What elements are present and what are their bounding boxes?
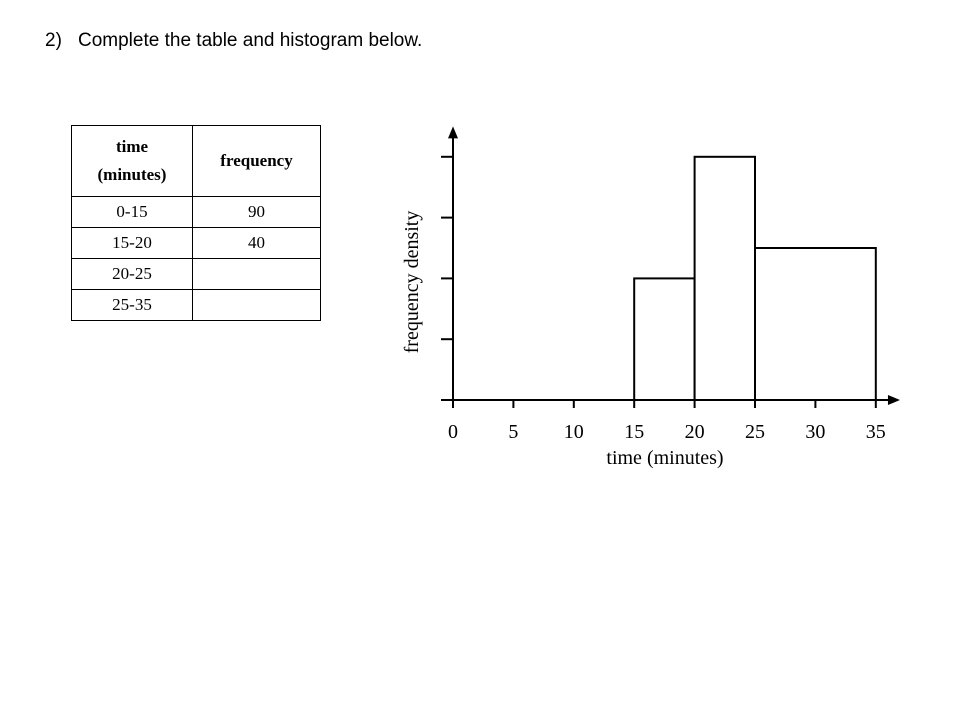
header-text: frequency [220, 151, 293, 170]
x-tick-label: 25 [745, 421, 765, 443]
frequency-table: time (minutes) frequency 0-15 90 15-20 40 20… [71, 125, 321, 321]
instruction: 2) Complete the table and histogram below… [45, 30, 422, 52]
table-cell: 20-25 [71, 258, 193, 290]
table-cell: 90 [192, 196, 321, 228]
question-number: 2) [45, 30, 62, 51]
x-axis-label: time (minutes) [606, 447, 723, 469]
header-cell: frequency [192, 125, 321, 197]
header-text: time (minutes) [97, 137, 167, 184]
bar [633, 277, 696, 401]
table-row: 15-20 40 [71, 227, 321, 259]
x-tick-label: 30 [805, 421, 825, 443]
x-axis-arrow [887, 395, 900, 405]
table-cell: 15-20 [71, 227, 193, 259]
table-cell: 25-35 [71, 289, 193, 321]
bar [754, 247, 877, 401]
header-cell: time (minutes) [71, 125, 193, 197]
x-tick-label: 20 [685, 421, 705, 443]
table-row: 20-25 [71, 258, 321, 290]
x-tick-label: 0 [448, 421, 458, 443]
x-tick-label: 15 [624, 421, 644, 443]
bar [693, 155, 756, 401]
table-row: 0-15 90 [71, 196, 321, 228]
x-tick-label: 10 [564, 421, 584, 443]
y-axis-arrow [448, 126, 458, 139]
instruction-text: Complete the table and histogram below. [78, 30, 423, 51]
x-tick-label: 35 [866, 421, 886, 443]
table-cell: 40 [192, 227, 321, 259]
table-cell [192, 289, 321, 321]
table-row: 25-35 [71, 289, 321, 321]
x-tick-label: 5 [508, 421, 518, 443]
y-axis-label: frequency density [401, 211, 423, 354]
header-row: time (minutes) frequency [71, 125, 321, 197]
